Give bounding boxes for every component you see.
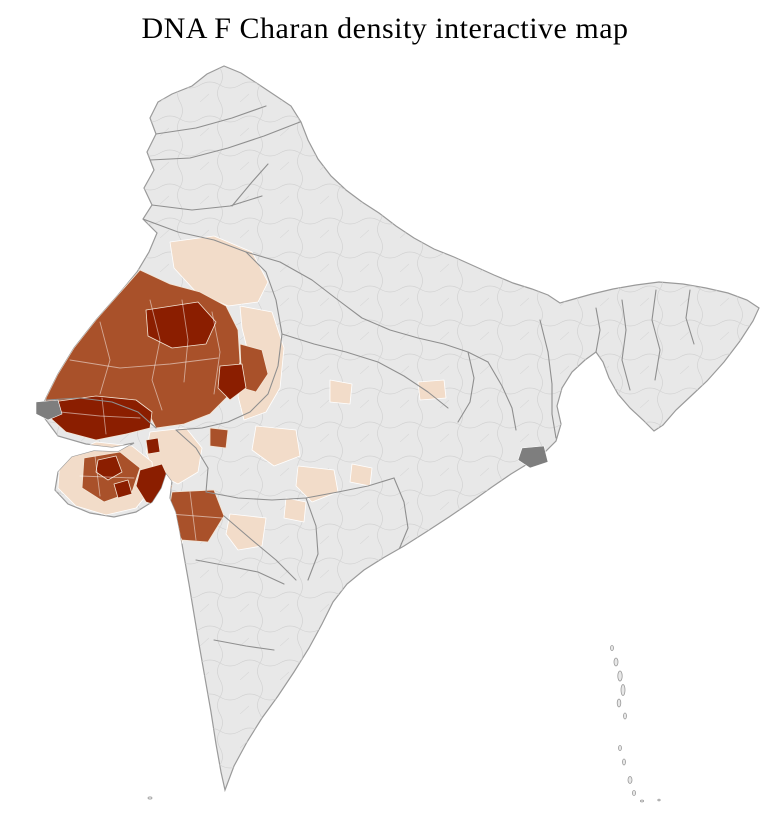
state-border-line xyxy=(213,639,275,651)
state-border-line xyxy=(45,397,157,429)
district-region-low[interactable] xyxy=(169,235,269,307)
state-border-line xyxy=(155,105,267,135)
district-region-low[interactable] xyxy=(349,463,373,487)
island[interactable] xyxy=(617,670,623,682)
no-data-layer[interactable] xyxy=(35,399,549,469)
district-region-low[interactable] xyxy=(295,465,339,503)
island[interactable] xyxy=(632,790,637,796)
density-high-layer[interactable] xyxy=(45,301,247,549)
district-region-high[interactable] xyxy=(145,437,161,455)
state-border-line xyxy=(231,163,269,207)
island[interactable] xyxy=(622,758,626,766)
island[interactable] xyxy=(610,645,614,651)
state-border-line xyxy=(393,477,409,553)
state-border-line xyxy=(223,515,297,581)
island[interactable] xyxy=(657,798,661,802)
state-border-line xyxy=(305,497,319,581)
state-border-line xyxy=(539,319,557,439)
state-border-line xyxy=(621,299,631,391)
state-border-line xyxy=(245,251,489,363)
district-region-no-data[interactable] xyxy=(517,445,549,469)
island[interactable] xyxy=(620,684,626,696)
state-border-line xyxy=(457,351,475,423)
state-border-line xyxy=(281,333,449,409)
district-region-high[interactable] xyxy=(217,363,247,401)
district-region-no-data[interactable] xyxy=(35,399,63,421)
map-title: DNA F Charan density interactive map xyxy=(141,12,629,45)
district-region-low[interactable] xyxy=(251,425,301,467)
district-subdivision-lines xyxy=(59,299,223,541)
district-region-low[interactable] xyxy=(225,513,267,551)
state-border-line xyxy=(651,289,661,381)
island[interactable] xyxy=(618,745,622,751)
island[interactable] xyxy=(613,657,619,667)
state-border-line xyxy=(487,361,517,431)
district-region-low[interactable] xyxy=(283,497,307,523)
state-border-line xyxy=(595,307,601,353)
state-border-line xyxy=(175,251,283,431)
state-border-line xyxy=(151,195,263,211)
district-region-low[interactable] xyxy=(313,675,335,701)
district-region-high[interactable] xyxy=(113,479,133,499)
state-border-line xyxy=(175,429,209,493)
state-borders xyxy=(45,105,695,651)
andaman-nicobar-islands[interactable] xyxy=(147,645,661,803)
state-border-line xyxy=(685,289,695,345)
state-border-line xyxy=(142,218,247,253)
island[interactable] xyxy=(640,799,645,803)
district-region-high[interactable] xyxy=(145,301,217,349)
page-header: DNA F Charan density interactive map xyxy=(0,0,770,46)
island[interactable] xyxy=(627,776,633,784)
island[interactable] xyxy=(623,712,627,720)
island[interactable] xyxy=(616,698,622,708)
state-border-line xyxy=(195,559,285,585)
state-border-line xyxy=(149,121,301,161)
district-region-low[interactable] xyxy=(329,379,353,405)
district-region-low[interactable] xyxy=(417,379,447,401)
district-region-medium[interactable] xyxy=(209,427,229,449)
district-region-high[interactable] xyxy=(147,501,173,549)
island[interactable] xyxy=(147,796,153,800)
